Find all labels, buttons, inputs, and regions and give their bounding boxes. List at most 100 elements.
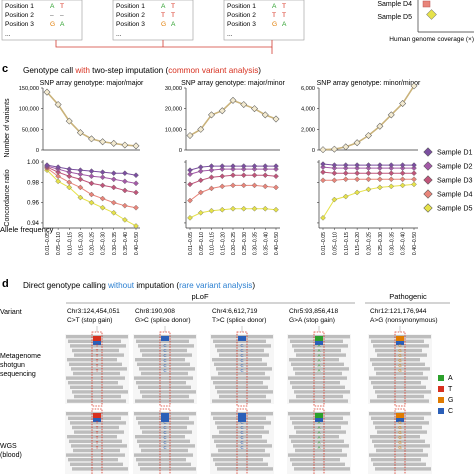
count-point [410,82,418,90]
snp-allele-b: A [171,21,176,28]
read-bar [142,353,192,357]
concordance-chart: 0.94 0.96 0.98 1.00 0.01–0.05 0.05–0.10 0.10–0… [27,159,140,255]
read-bar [372,439,425,443]
read-bar [70,344,126,348]
legend-label: Sample D4 [437,190,473,199]
series-point [251,172,258,179]
read-bar [135,435,185,439]
read-bar [212,358,262,362]
read-base-letter: G [398,445,401,450]
snp-allele-b: T [60,3,64,10]
read-bar [215,344,271,348]
read-base-letter: C [240,348,243,353]
read-base-letter: G [398,425,401,430]
count-point [251,105,258,113]
read-bar [74,430,124,434]
read-bar [294,467,350,471]
count-point [330,145,338,153]
series-point [187,167,193,173]
read-bar [140,425,187,430]
snp-allele-a: T [272,12,276,19]
series-point [342,165,349,171]
y-tick-label: 2,000 [301,127,315,133]
series-point [273,184,279,191]
y-tick-label: 0.98 [27,179,40,186]
count-point [353,139,361,147]
read-bar [377,430,427,434]
read-bar [136,458,186,462]
series-point [331,196,338,203]
snp-allele-a: A [161,3,166,10]
x-tick-label: 0.15–0.20 [355,232,361,255]
series-point [411,165,417,171]
read-base-letter: C [163,440,166,445]
series-point [187,197,193,204]
series-point [388,162,395,168]
read-base-letter: C [163,430,166,435]
read-bar [376,448,423,453]
snp-ellipsis: ... [227,31,233,38]
read-bar [373,462,426,466]
variant-highlight-box [91,331,103,407]
series-point [219,166,226,172]
x-tick-label: 0.10–0.15 [67,232,73,255]
read-base-letter: C [240,343,243,348]
count-chart: SNP array genotype: major/minor 0 10,000 20… [165,80,286,154]
count-point [272,115,280,123]
read-base-letter: T [96,353,99,358]
y-tick-label: 6,000 [301,86,315,92]
series-point [365,176,372,183]
read-bar [67,399,126,403]
legend-marker [423,147,433,157]
read-bar [296,394,343,399]
x-tick-label: 0.25–0.30 [242,232,248,255]
series-point [251,166,258,172]
read-bar [375,348,422,353]
read-bar [141,371,188,376]
read-bar [134,376,193,380]
read-bar [136,381,186,385]
series-point [99,169,106,175]
read-bar [296,353,346,357]
count-point [342,143,350,151]
series-point [77,194,84,201]
series-point [99,174,106,181]
count-point [319,146,327,154]
series-point [230,163,236,169]
variant-base-block [315,336,323,341]
snp-ellipsis: ... [5,31,11,38]
series-point [320,177,326,184]
read-bar [67,358,117,362]
read-bar [294,348,341,353]
read-base-letter: T [96,363,99,368]
read-bar [68,381,118,385]
x-tick-label: 0.01–0.05 [188,232,194,255]
series-point [262,183,269,190]
read-bar [69,439,122,443]
read-bar [218,448,265,453]
series-point [197,164,204,170]
variant-highlight-box [394,331,406,407]
count-point [121,141,129,149]
series-point [365,170,372,176]
y-tick-label: 0 [36,148,39,154]
count-point [365,132,372,139]
read-bar [291,362,344,366]
count-line [322,85,415,151]
series-point [55,178,61,185]
snp-allele-a: T [161,12,165,19]
read-base-letter: T [96,430,99,435]
x-tick-label: 0.01–0.05 [321,232,327,255]
x-tick-label: 0.05–0.10 [199,232,205,255]
read-base-letter: C [163,420,166,425]
series-point [219,206,226,213]
series-point [77,171,84,178]
series-point [55,173,61,180]
